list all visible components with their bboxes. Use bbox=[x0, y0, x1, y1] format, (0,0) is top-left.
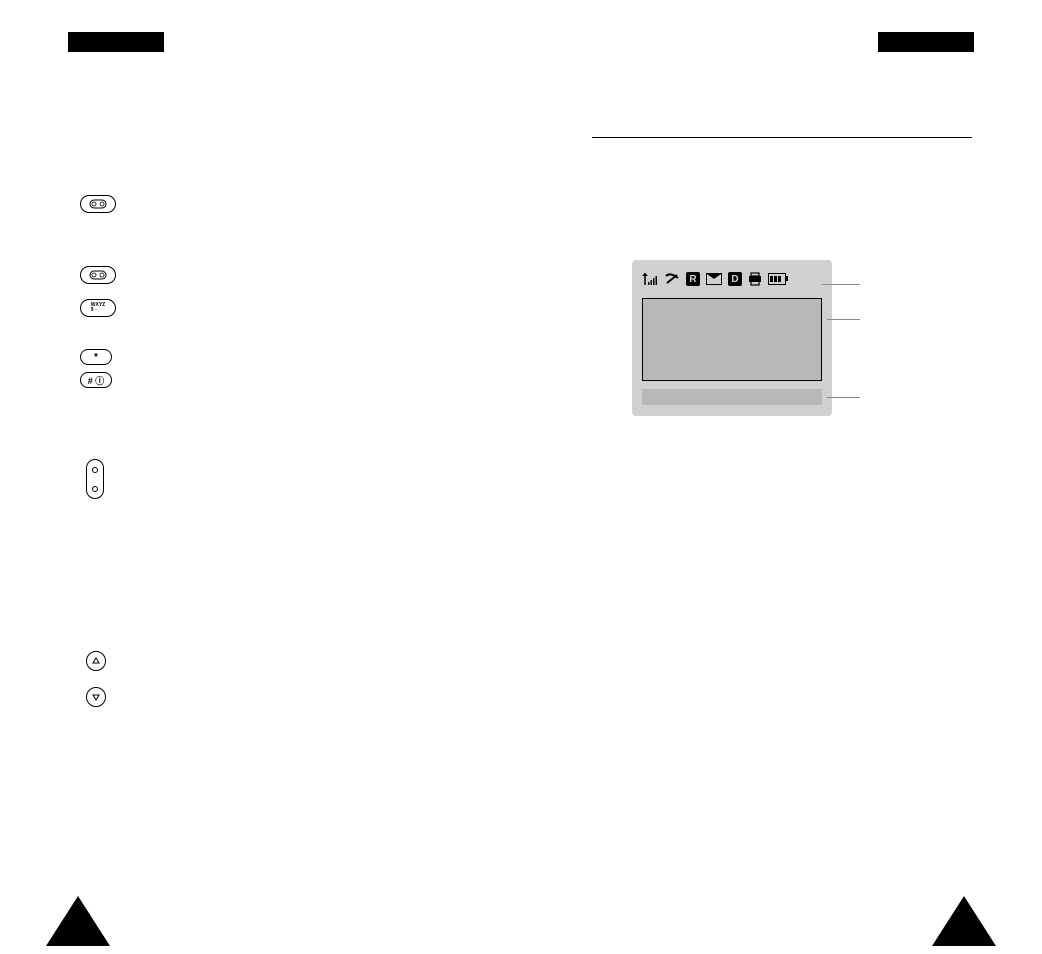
key-button-arrow-up bbox=[86, 651, 106, 671]
lcd-display: R D bbox=[632, 260, 832, 416]
leader-line-bottom bbox=[827, 397, 860, 398]
footer-triangle-right bbox=[932, 896, 996, 946]
triangle-down-icon bbox=[91, 692, 101, 702]
envelope-icon bbox=[706, 273, 722, 285]
key-button-arrow-down bbox=[86, 687, 106, 707]
signal-icon bbox=[642, 272, 658, 286]
voicemail-icon bbox=[89, 199, 107, 209]
key-button-star: * bbox=[80, 349, 112, 365]
key-star-label: * bbox=[94, 352, 98, 363]
key-button-hash: # ⓘ bbox=[80, 372, 112, 388]
missed-call-icon bbox=[664, 272, 680, 286]
key-text-label: WXYZ9 ▫ bbox=[91, 303, 105, 313]
leader-line-icons bbox=[822, 284, 860, 285]
print-icon bbox=[748, 272, 762, 286]
battery-cell bbox=[778, 276, 781, 282]
battery-cell bbox=[770, 276, 773, 282]
key-button-volume bbox=[86, 459, 104, 499]
d-badge-icon: D bbox=[728, 272, 742, 286]
volume-up-dot bbox=[92, 467, 98, 473]
lcd-main-area bbox=[642, 298, 822, 381]
battery-icon bbox=[768, 273, 786, 285]
triangle-up-icon bbox=[91, 656, 101, 666]
footer-triangle-left bbox=[46, 896, 110, 946]
lcd-status-bar: R D bbox=[642, 270, 822, 288]
lcd-softkey-area bbox=[642, 389, 822, 405]
battery-cell bbox=[774, 276, 777, 282]
leader-line-main bbox=[827, 319, 860, 320]
voicemail-icon bbox=[89, 270, 107, 280]
divider-line bbox=[592, 137, 972, 138]
header-bar-right bbox=[878, 32, 974, 52]
header-bar-left bbox=[68, 32, 164, 52]
key-button-2 bbox=[80, 266, 116, 284]
key-hash-label: # ⓘ bbox=[88, 374, 105, 387]
key-button-3: WXYZ9 ▫ bbox=[80, 299, 116, 317]
volume-down-dot bbox=[92, 486, 98, 492]
r-badge-icon: R bbox=[686, 272, 700, 286]
key-button-1 bbox=[80, 195, 116, 213]
